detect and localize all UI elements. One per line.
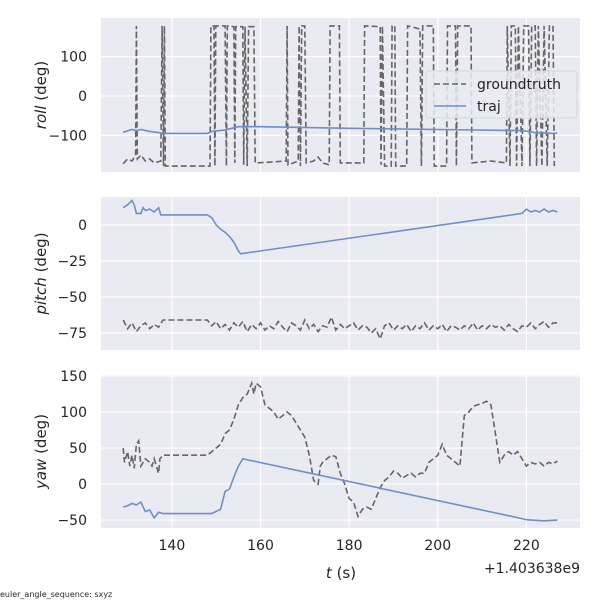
- groundtruth-line: [122, 380, 558, 519]
- y-tick-label: 150: [60, 369, 87, 385]
- y-tick-label: 100: [60, 50, 87, 66]
- y-tick-label: −50: [57, 290, 87, 306]
- y-axis-label: pitch (deg): [32, 232, 50, 315]
- groundtruth-line: [122, 314, 558, 341]
- x-offset-text: +1.403638e9: [484, 561, 580, 577]
- y-tick-label: 0: [78, 218, 87, 234]
- x-axis-label: t (s): [326, 564, 356, 582]
- x-tick-label: 220: [513, 538, 540, 554]
- footer-text: euler_angle_sequence: sxyz: [0, 590, 112, 599]
- y-tick-label: −100: [49, 128, 87, 144]
- x-tick-label: 160: [247, 538, 274, 554]
- legend-traj-label: traj: [477, 99, 501, 115]
- y-tick-label: −50: [57, 513, 87, 529]
- pitch-panel: 0 −25 −50 −75 pitch (deg): [32, 197, 580, 350]
- y-tick-label: 100: [60, 405, 87, 421]
- x-tick-label: 140: [159, 538, 186, 554]
- plot-area: [101, 375, 580, 528]
- x-tick-label: 200: [424, 538, 451, 554]
- y-tick-label: 50: [69, 441, 87, 457]
- traj-line: [122, 125, 558, 135]
- y-axis-label: yaw (deg): [32, 414, 50, 490]
- y-tick-label: −75: [57, 326, 87, 342]
- legend: groundtruth traj: [425, 70, 578, 119]
- plot-area: [101, 197, 580, 350]
- y-tick-label: 0: [78, 477, 87, 493]
- traj-line: [122, 457, 558, 522]
- traj-line: [122, 199, 558, 255]
- groundtruth-line: [122, 24, 556, 167]
- legend-groundtruth-label: groundtruth: [477, 77, 561, 93]
- y-tick-label: 0: [78, 89, 87, 105]
- y-tick-label: −25: [57, 254, 87, 270]
- y-axis-label: roll (deg): [32, 61, 50, 129]
- yaw-panel: 140 160 180 200 220 150 100 50 0 −50 yaw (deg): [32, 369, 580, 554]
- x-tick-label: 180: [336, 538, 363, 554]
